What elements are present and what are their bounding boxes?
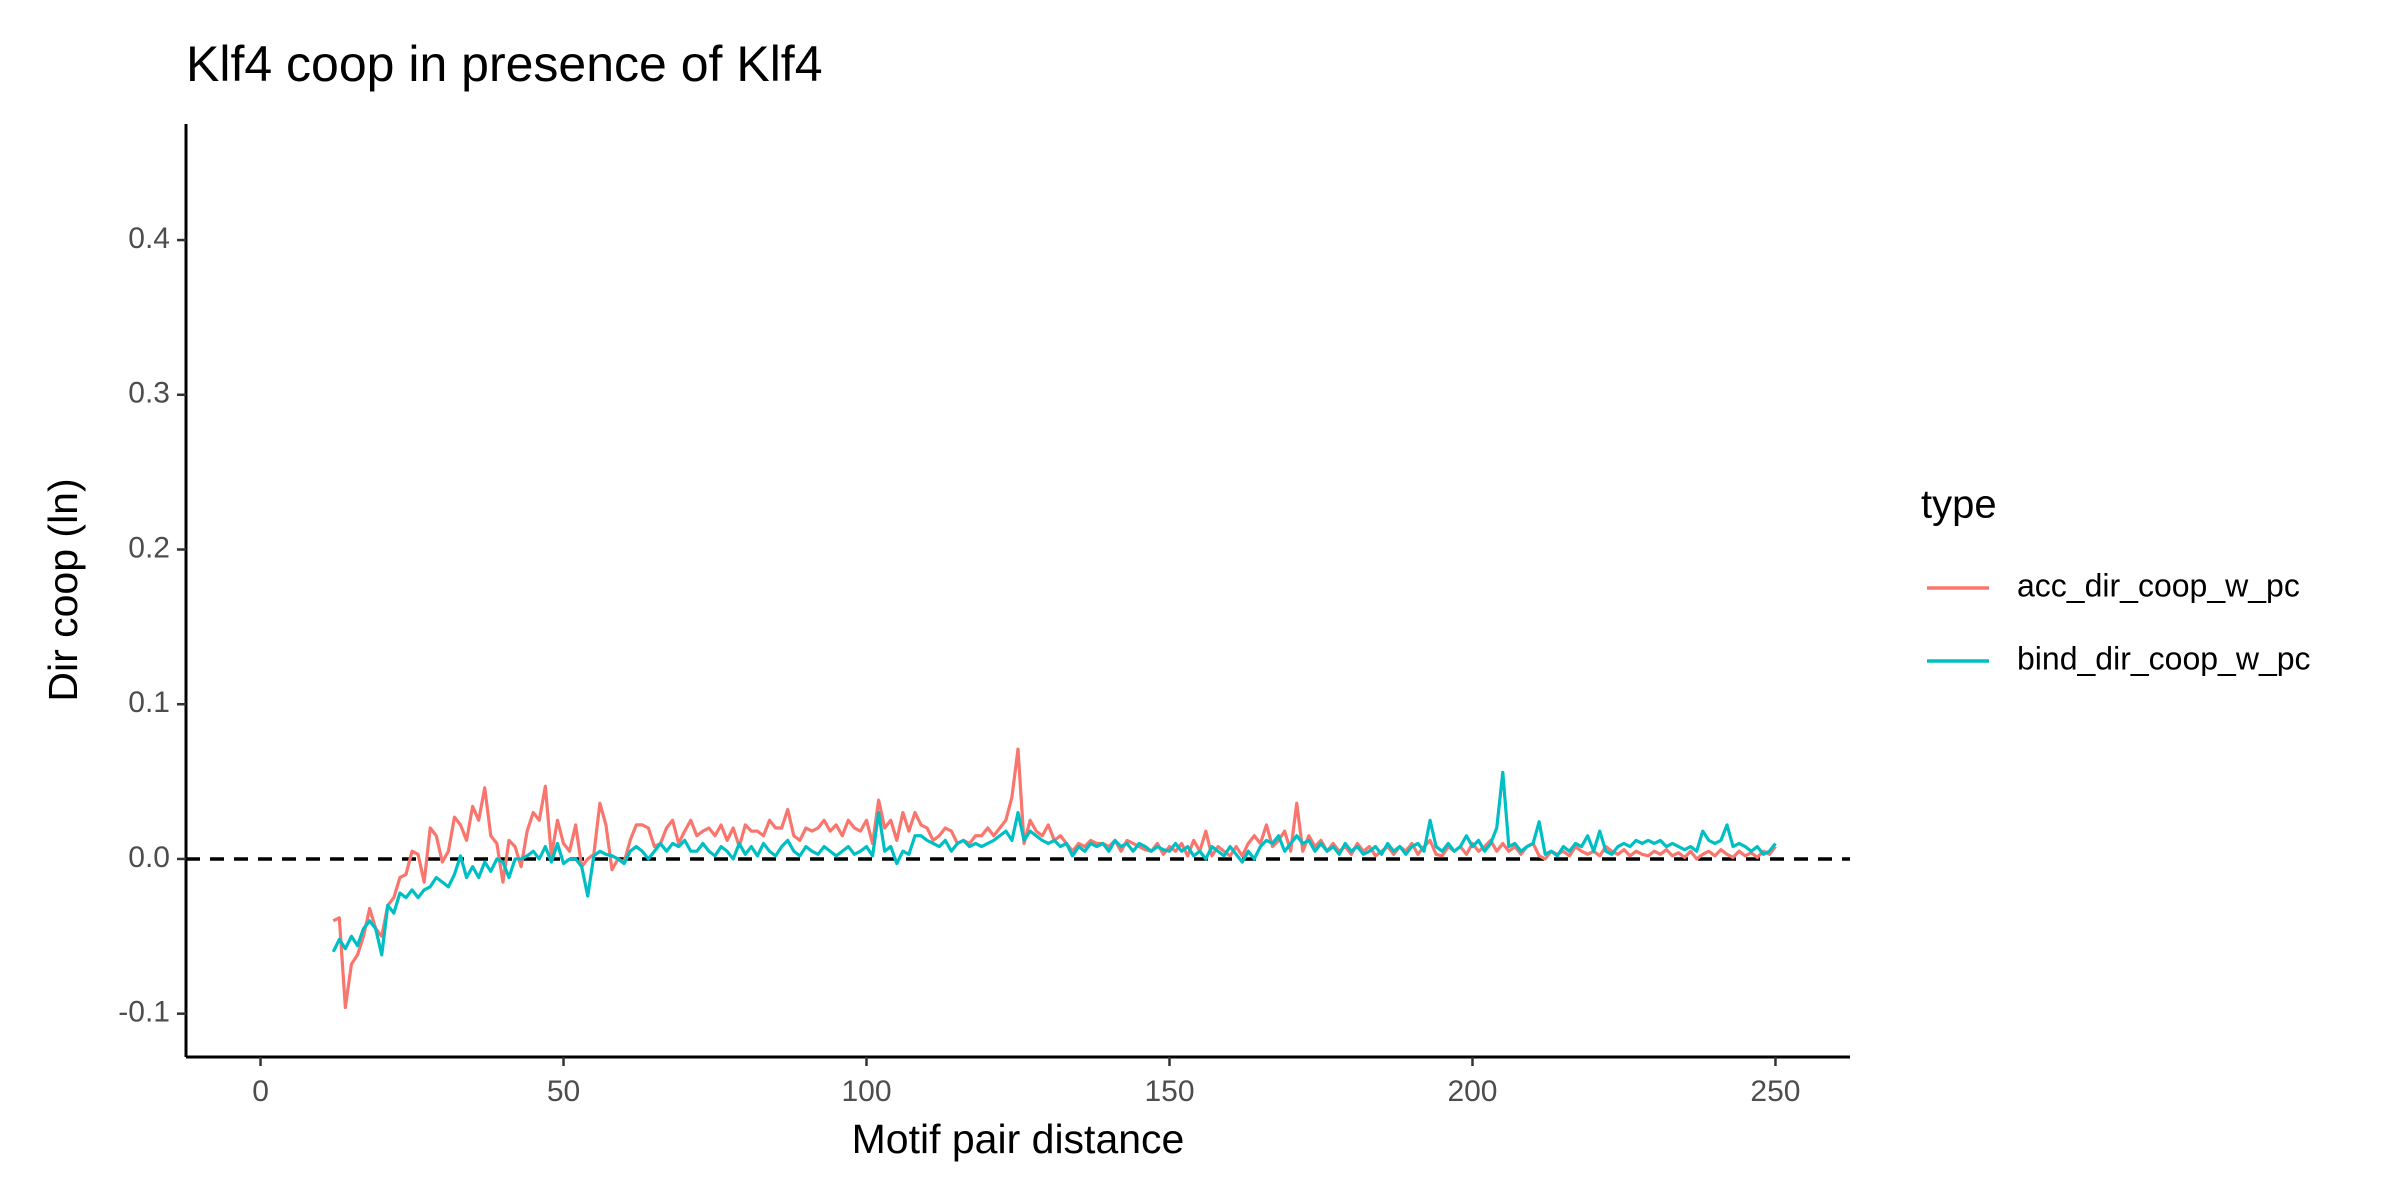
x-tick-label: 200 [1447, 1075, 1497, 1108]
y-tick-label: 0.2 [128, 531, 170, 564]
x-tick-label: 0 [252, 1075, 269, 1108]
y-tick-label: 0.4 [128, 222, 170, 255]
y-tick-label: 0.1 [128, 686, 170, 719]
x-tick-label: 50 [547, 1075, 580, 1108]
legend-label: bind_dir_coop_w_pc [2017, 640, 2311, 676]
x-tick-label: 250 [1750, 1075, 1800, 1108]
y-axis-title: Dir coop (ln) [40, 478, 86, 701]
series-line [331, 770, 1777, 957]
y-tick-label: -0.1 [118, 996, 170, 1029]
legend-label: acc_dir_coop_w_pc [2017, 567, 2300, 603]
legend-title: type [1921, 483, 1997, 527]
y-tick-label: 0.0 [128, 841, 170, 874]
x-tick-label: 100 [841, 1075, 891, 1108]
y-tick-label: 0.3 [128, 377, 170, 410]
x-tick-label: 150 [1144, 1075, 1194, 1108]
x-axis-title: Motif pair distance [852, 1116, 1185, 1162]
chart-title: Klf4 coop in presence of Klf4 [186, 36, 823, 92]
